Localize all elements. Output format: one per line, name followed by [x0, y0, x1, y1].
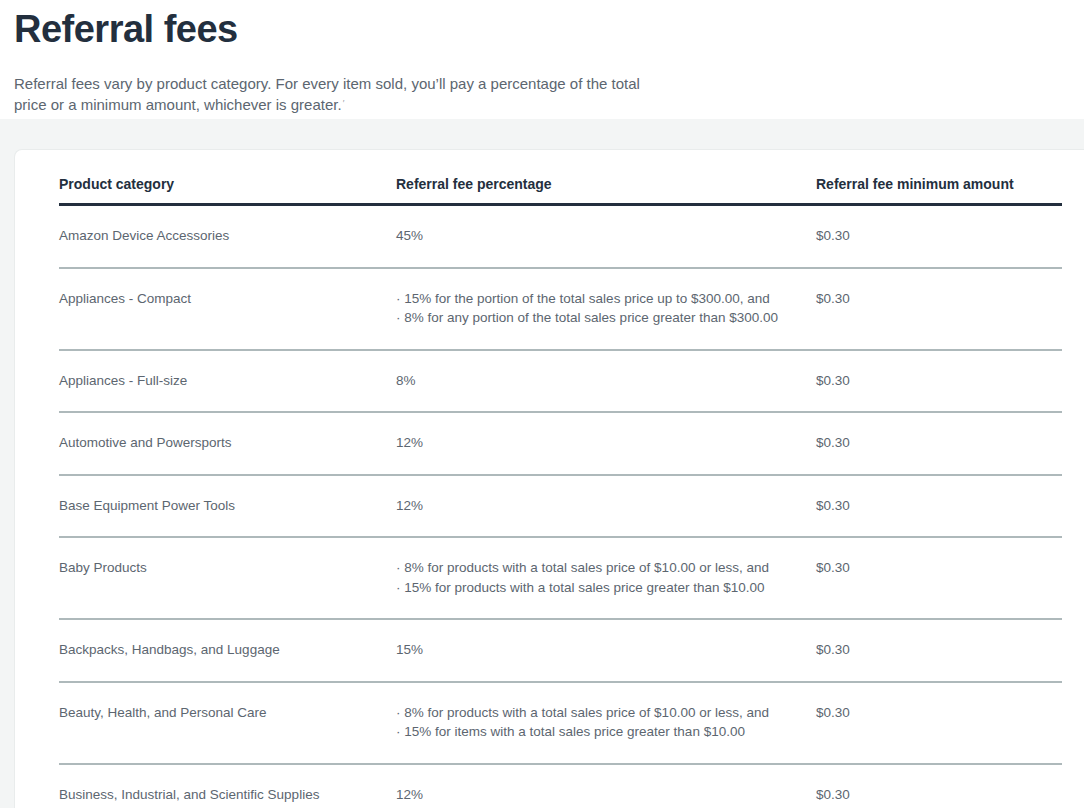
- footnote-marker: ′: [343, 98, 345, 108]
- fee-line: · 15% for the portion of the total sales…: [396, 289, 800, 309]
- product-category-cell: Business, Industrial, and Scientific Sup…: [59, 764, 396, 808]
- page-subtitle: Referral fees vary by product category. …: [14, 73, 1070, 115]
- minimum-amount-cell: $0.30: [816, 764, 1062, 808]
- table-row: Business, Industrial, and Scientific Sup…: [59, 764, 1062, 808]
- referral-fee-percentage-cell: 8%: [396, 350, 816, 413]
- minimum-amount-cell: $0.30: [816, 268, 1062, 350]
- fee-line: · 8% for products with a total sales pri…: [396, 703, 800, 723]
- table-header-row: Product category Referral fee percentage…: [59, 150, 1062, 205]
- fee-line: 12%: [396, 496, 800, 516]
- referral-fee-percentage-cell: 12%: [396, 412, 816, 475]
- fees-table: Product category Referral fee percentage…: [59, 150, 1062, 808]
- referral-fee-percentage-cell: 12%: [396, 475, 816, 538]
- minimum-amount-cell: $0.30: [816, 619, 1062, 682]
- referral-fee-percentage-cell: 45%: [396, 205, 816, 268]
- product-category-cell: Amazon Device Accessories: [59, 205, 396, 268]
- minimum-amount-cell: $0.30: [816, 412, 1062, 475]
- referral-fees-page: Referral fees Referral fees vary by prod…: [0, 0, 1084, 808]
- fee-line: 8%: [396, 371, 800, 391]
- table-row: Appliances - Full-size8% $0.30: [59, 350, 1062, 413]
- referral-fee-percentage-cell: · 8% for products with a total sales pri…: [396, 682, 816, 764]
- fee-line: · 8% for any portion of the total sales …: [396, 308, 800, 328]
- table-row: Beauty, Health, and Personal Care· 8% fo…: [59, 682, 1062, 764]
- col-header-referral-fee-percentage: Referral fee percentage: [396, 150, 816, 205]
- fees-section: Product category Referral fee percentage…: [0, 119, 1084, 808]
- fee-line: 12%: [396, 433, 800, 453]
- fee-line: 12%: [396, 785, 800, 805]
- table-row: Amazon Device Accessories45% $0.30: [59, 205, 1062, 268]
- minimum-amount-cell: $0.30: [816, 350, 1062, 413]
- table-row: Appliances - Compact· 15% for the portio…: [59, 268, 1062, 350]
- subtitle-line-1: Referral fees vary by product category. …: [14, 75, 640, 92]
- col-header-referral-fee-minimum-amount: Referral fee minimum amount: [816, 150, 1062, 205]
- fee-line: · 8% for products with a total sales pri…: [396, 558, 800, 578]
- table-row: Automotive and Powersports12% $0.30: [59, 412, 1062, 475]
- product-category-cell: Appliances - Full-size: [59, 350, 396, 413]
- table-row: Base Equipment Power Tools12% $0.30: [59, 475, 1062, 538]
- fee-line: 45%: [396, 226, 800, 246]
- page-header: Referral fees Referral fees vary by prod…: [0, 0, 1084, 119]
- table-row: Backpacks, Handbags, and Luggage15% $0.30: [59, 619, 1062, 682]
- fees-card: Product category Referral fee percentage…: [14, 149, 1084, 808]
- fee-line: 15%: [396, 640, 800, 660]
- product-category-cell: Automotive and Powersports: [59, 412, 396, 475]
- fee-line: · 15% for products with a total sales pr…: [396, 578, 800, 598]
- referral-fee-percentage-cell: 12%: [396, 764, 816, 808]
- page-title: Referral fees: [14, 6, 1070, 53]
- product-category-cell: Base Equipment Power Tools: [59, 475, 396, 538]
- fee-line: · 15% for items with a total sales price…: [396, 722, 800, 742]
- minimum-amount-cell: $0.30: [816, 205, 1062, 268]
- table-row: Baby Products· 8% for products with a to…: [59, 537, 1062, 619]
- product-category-cell: Baby Products: [59, 537, 396, 619]
- product-category-cell: Backpacks, Handbags, and Luggage: [59, 619, 396, 682]
- product-category-cell: Beauty, Health, and Personal Care: [59, 682, 396, 764]
- minimum-amount-cell: $0.30: [816, 475, 1062, 538]
- referral-fee-percentage-cell: · 15% for the portion of the total sales…: [396, 268, 816, 350]
- subtitle-line-2: price or a minimum amount, whichever is …: [14, 96, 342, 113]
- referral-fee-percentage-cell: 15%: [396, 619, 816, 682]
- col-header-product-category: Product category: [59, 150, 396, 205]
- product-category-cell: Appliances - Compact: [59, 268, 396, 350]
- minimum-amount-cell: $0.30: [816, 537, 1062, 619]
- referral-fee-percentage-cell: · 8% for products with a total sales pri…: [396, 537, 816, 619]
- minimum-amount-cell: $0.30: [816, 682, 1062, 764]
